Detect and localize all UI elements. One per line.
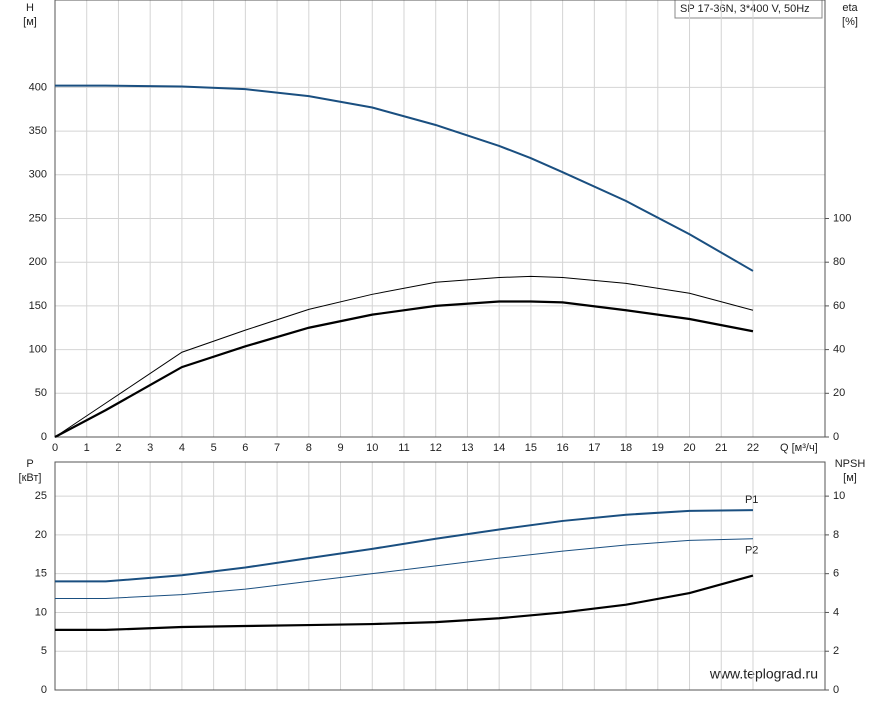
- x-tick-label: 18: [620, 442, 632, 454]
- y-tick-label: 250: [29, 212, 47, 224]
- plot-frame: [54, 461, 826, 691]
- series-line: [55, 538, 753, 599]
- y2-label: eta: [842, 2, 858, 14]
- watermark: www.teplograd.ru: [709, 666, 818, 682]
- y2-tick-label: 10: [833, 490, 845, 502]
- series-line: [55, 84, 754, 272]
- y-unit: [м]: [23, 16, 37, 28]
- x-tick-label: 13: [461, 442, 473, 454]
- x-tick-label: 2: [115, 442, 121, 454]
- y-tick-label: 0: [41, 684, 47, 696]
- x-tick-label: 8: [306, 442, 312, 454]
- y2-tick-label: 20: [833, 387, 845, 399]
- y2-tick-label: 100: [833, 212, 851, 224]
- y2-tick-label: 4: [833, 606, 839, 618]
- y-tick-label: 15: [35, 568, 47, 580]
- x-tick-label: 9: [337, 442, 343, 454]
- y2-tick-label: 6: [833, 568, 839, 580]
- x-tick-label: 4: [179, 442, 185, 454]
- y2-label: NPSH: [835, 458, 866, 470]
- x-tick-label: 14: [493, 442, 505, 454]
- y2-tick-label: 80: [833, 256, 845, 268]
- y2-unit: [м]: [843, 472, 857, 484]
- x-tick-label: 10: [366, 442, 378, 454]
- x-tick-label: 22: [747, 442, 759, 454]
- x-label: Q [м³/ч]: [780, 442, 818, 454]
- x-tick-label: 11: [398, 442, 409, 454]
- x-tick-label: 15: [525, 442, 537, 454]
- y2-tick-label: 2: [833, 645, 839, 657]
- y2-unit: [%]: [842, 16, 858, 28]
- x-tick-label: 1: [84, 442, 90, 454]
- y-tick-label: 150: [29, 300, 47, 312]
- y-tick-label: 100: [29, 344, 47, 356]
- title-box: [674, 0, 823, 19]
- x-tick-label: 19: [652, 442, 664, 454]
- y-tick-label: 20: [35, 529, 47, 541]
- plot-frame: [54, 0, 826, 438]
- y-tick-label: 50: [35, 387, 47, 399]
- y-unit: [кВт]: [19, 472, 42, 484]
- y-tick-label: 5: [41, 645, 47, 657]
- y2-tick-label: 8: [833, 529, 839, 541]
- y-label: H: [26, 2, 34, 14]
- chart-title: SP 17-36N, 3*400 V, 50Hz: [680, 3, 810, 15]
- y2-tick-label: 60: [833, 300, 845, 312]
- y2-tick-label: 0: [833, 684, 839, 696]
- series-line: [55, 574, 754, 631]
- x-tick-label: 3: [147, 442, 153, 454]
- series-line: [54, 275, 754, 438]
- y-tick-label: 300: [29, 169, 47, 181]
- y-tick-label: 0: [41, 431, 47, 443]
- y2-tick-label: 0: [833, 431, 839, 443]
- x-tick-label: 0: [52, 442, 58, 454]
- y-tick-label: 25: [35, 490, 47, 502]
- series-label: P2: [745, 545, 758, 557]
- y2-tick-label: 40: [833, 344, 845, 356]
- series-label: P1: [745, 494, 758, 506]
- y-tick-label: 200: [29, 256, 47, 268]
- x-tick-label: 7: [274, 442, 280, 454]
- y-tick-label: 350: [29, 125, 47, 137]
- x-tick-label: 21: [715, 442, 727, 454]
- x-tick-label: 16: [556, 442, 568, 454]
- series-line: [54, 300, 754, 438]
- x-tick-label: 6: [242, 442, 248, 454]
- x-tick-label: 20: [683, 442, 695, 454]
- x-tick-label: 17: [588, 442, 600, 454]
- x-tick-label: 5: [211, 442, 217, 454]
- y-tick-label: 10: [35, 606, 47, 618]
- series-line: [55, 509, 753, 583]
- y-tick-label: 400: [29, 81, 47, 93]
- y-label: P: [26, 458, 33, 470]
- x-tick-label: 12: [430, 442, 442, 454]
